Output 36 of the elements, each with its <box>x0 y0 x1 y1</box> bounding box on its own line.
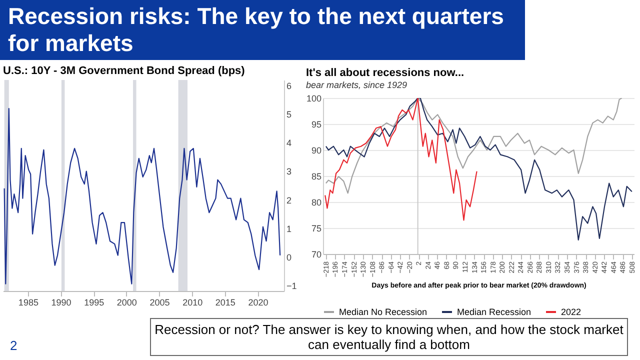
y-tick-label: −1 <box>286 280 297 291</box>
y-tick-label: 2 <box>286 195 292 206</box>
text: 2 <box>10 338 18 353</box>
y-tick-label: 90 <box>311 146 322 156</box>
y-tick-label: 100 <box>306 94 322 104</box>
chart-title: U.S.: 10Y - 3M Government Bond Spread (bps) <box>3 65 246 77</box>
y-tick-label: 4 <box>286 138 292 148</box>
x-tick-label: 2010 <box>182 298 203 308</box>
line-series <box>325 98 632 241</box>
x-tick-label: 2005 <box>150 298 170 308</box>
chart-subtitle: bear markets, since 1929 <box>306 80 408 90</box>
line-series <box>4 108 281 284</box>
text: Recession risks: The key to the next quarters for markets <box>0 0 525 60</box>
legend-label: Median Recession <box>457 307 532 317</box>
x-tick-label: 1990 <box>51 298 72 308</box>
y-tick-label: 80 <box>311 198 322 208</box>
x-tick-label: 2000 <box>116 298 137 308</box>
y-tick-label: 95 <box>311 120 322 130</box>
legend-label: Median No Recession <box>339 307 428 317</box>
y-tick-label: 75 <box>311 224 322 234</box>
y-tick-label: 0 <box>286 252 292 262</box>
x-tick-label: 1985 <box>18 298 38 308</box>
x-tick-label: 2015 <box>215 298 236 308</box>
x-tick-label: 1995 <box>84 298 104 308</box>
y-tick-label: 70 <box>311 250 322 260</box>
y-tick-label: 5 <box>286 110 292 120</box>
text: Recession or not? The answer is key to knowing when, and how the stock market can eventually find a bottom <box>150 318 628 356</box>
chart-title: It's all about recessions now... <box>306 67 464 79</box>
line-series <box>324 98 478 221</box>
y-tick-label: 1 <box>286 224 292 234</box>
y-tick-label: 6 <box>286 81 292 92</box>
legend-label: 2022 <box>561 307 582 317</box>
y-tick-label: 3 <box>286 166 292 177</box>
y-tick-label: 85 <box>311 172 322 182</box>
line-series <box>325 98 622 194</box>
x-tick-label: 2020 <box>248 298 268 308</box>
